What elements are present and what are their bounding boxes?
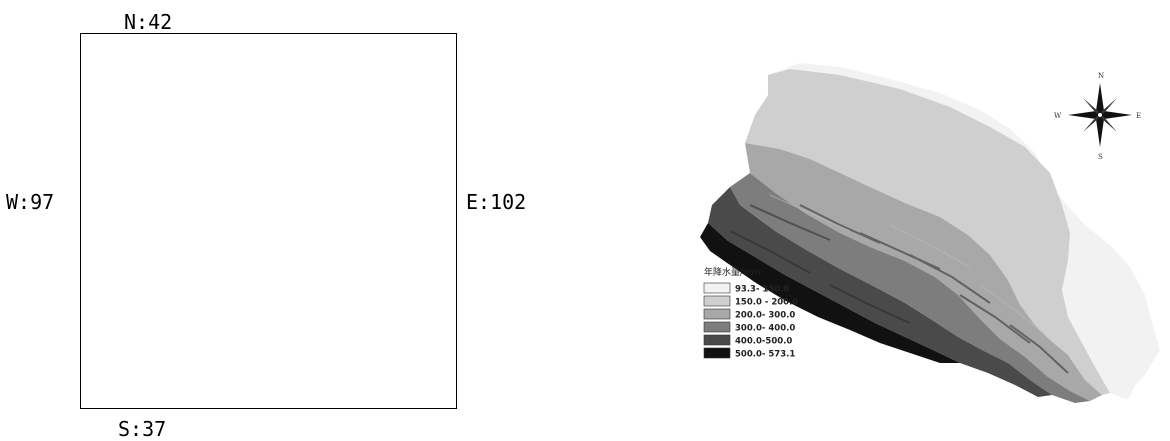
compass-n: N [1098, 72, 1104, 80]
legend-swatch [703, 334, 731, 346]
precipitation-map: N S E W 年降水量/mm 93.3- 150.0 150.0 - 200.0… [700, 63, 1160, 403]
zone-400-500 [708, 187, 1052, 397]
zone-300-400 [730, 173, 1090, 403]
bounding-box-frame [80, 33, 457, 409]
terrain-texture [729, 204, 1069, 374]
legend-label: 150.0 - 200.0 [735, 298, 798, 308]
zone-200-300 [745, 143, 1102, 401]
compass-s: S [1098, 153, 1103, 161]
legend-label: 200.0- 300.0 [735, 311, 795, 321]
south-bound-label: S:37 [118, 417, 167, 441]
compass-e: E [1136, 112, 1141, 120]
legend: 年降水量/mm 93.3- 150.0 150.0 - 200.0 200.0- 3… [703, 266, 798, 360]
legend-swatch [703, 308, 731, 320]
compass-rose-icon: N S E W [1054, 72, 1141, 161]
legend-swatch [703, 282, 731, 294]
legend-label: 300.0- 400.0 [735, 324, 795, 334]
compass-w: W [1054, 112, 1062, 120]
east-bound-label: E:102 [466, 190, 527, 214]
terrain-highlights [769, 194, 1046, 336]
zone-93-150 [768, 63, 1160, 400]
zone-150-200 [745, 69, 1110, 395]
legend-title: 年降水量/mm [704, 266, 761, 278]
west-bound-label: W:97 [6, 190, 55, 214]
legend-label: 93.3- 150.0 [735, 285, 789, 295]
precipitation-zones [700, 63, 1160, 403]
north-bound-label: N:42 [124, 10, 173, 34]
legend-swatch [703, 321, 731, 333]
legend-label: 400.0-500.0 [735, 337, 792, 347]
legend-swatch [703, 295, 731, 307]
legend-label: 500.0- 573.1 [735, 350, 795, 360]
legend-swatch [703, 347, 731, 359]
